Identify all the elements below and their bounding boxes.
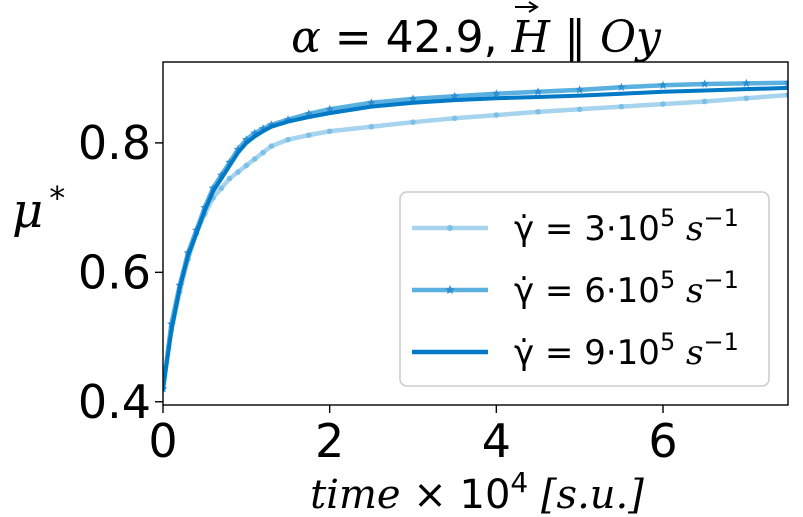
legend-entry: γ̇ = 9·105 s−1 <box>412 328 739 373</box>
data-point <box>226 175 233 182</box>
data-point <box>576 106 583 113</box>
data-point <box>260 149 266 156</box>
x-tick-label: 0 <box>148 414 177 468</box>
data-point <box>268 143 275 149</box>
x-tick-label: 2 <box>315 414 344 468</box>
legend-label-part: −1 <box>703 328 738 356</box>
data-point <box>326 128 333 135</box>
data-point <box>243 162 250 169</box>
legend-entry: γ̇ = 6·105 s−1 <box>412 266 739 311</box>
y-axis-label: μ * <box>12 179 65 239</box>
data-point <box>618 103 625 110</box>
data-point <box>251 156 258 162</box>
legend-box <box>399 191 770 387</box>
data-point <box>367 98 376 107</box>
x-tick-label: 6 <box>648 414 677 468</box>
title-vector-arrow <box>515 1 539 13</box>
data-point <box>306 132 312 138</box>
data-point <box>660 101 666 107</box>
data-point <box>368 123 375 130</box>
legend-label: γ̇ = 9·105 s−1 <box>514 328 739 373</box>
legend-label-part: 5 <box>660 328 675 356</box>
series-3 <box>163 85 788 391</box>
x-label-exponent: 4 <box>510 466 528 499</box>
title-parallel: ∥ <box>550 12 600 63</box>
series-line <box>163 85 788 391</box>
legend-label-part: −1 <box>703 266 738 294</box>
legend-marker <box>447 225 453 231</box>
chart-title: α = 42.9, H ∥ Oy <box>291 12 662 63</box>
legend-marker <box>445 285 455 295</box>
y-tick-label: 0.4 <box>78 375 151 429</box>
x-label-times: × 10 <box>401 472 511 517</box>
legend-label-part: γ̇ = 9·10 <box>514 333 660 373</box>
data-point <box>408 94 418 103</box>
data-point <box>285 136 291 143</box>
data-point <box>535 109 541 115</box>
legend-label-part: 5 <box>660 204 675 232</box>
plot-frame <box>162 61 789 406</box>
legend-label-part: 5 <box>660 266 675 294</box>
data-point <box>218 185 225 191</box>
y-tick-label: 0.8 <box>78 116 151 170</box>
data-point <box>658 80 668 89</box>
data-point <box>575 85 584 94</box>
title-alpha-value: = 42.9, <box>321 12 512 63</box>
data-point <box>617 82 626 91</box>
axis-ticks: 0 2 4 6 0.4 0.6 0.8 <box>78 116 678 468</box>
data-point <box>410 119 416 125</box>
data-point <box>533 87 543 96</box>
x-axis-label: time × 104 [s.u.] <box>310 466 644 517</box>
legend-label-part: s <box>675 271 703 311</box>
legend-label-part: s <box>675 209 703 249</box>
x-tick-label: 4 <box>482 414 511 468</box>
legend: γ̇ = 3·105 s−1γ̇ = 6·105 s−1γ̇ = 9·105 s… <box>399 191 770 387</box>
data-point <box>742 78 751 87</box>
legend-label: γ̇ = 3·105 s−1 <box>514 204 739 249</box>
data-point <box>235 169 241 175</box>
legend-label-part: s <box>675 333 703 373</box>
y-label-superscript: * <box>49 179 65 217</box>
y-label-symbol: μ <box>12 183 43 239</box>
data-point <box>743 95 750 102</box>
data-point <box>451 115 458 122</box>
legend-label-part: −1 <box>703 204 738 232</box>
y-tick-label: 0.6 <box>78 245 151 299</box>
legend-label-part: γ̇ = 6·10 <box>514 271 660 311</box>
title-alpha-symbol: α <box>291 12 321 63</box>
series-layer <box>163 78 788 393</box>
x-label-unit: [s.u.] <box>528 472 644 517</box>
data-point <box>493 112 500 118</box>
legend-entries: γ̇ = 3·105 s−1γ̇ = 6·105 s−1γ̇ = 9·105 s… <box>412 204 739 373</box>
data-point <box>450 91 459 100</box>
title-h-symbol: H <box>511 12 552 63</box>
legend-label: γ̇ = 6·105 s−1 <box>514 266 739 311</box>
x-label-word: time <box>310 472 400 517</box>
legend-label-part: γ̇ = 3·10 <box>514 209 660 249</box>
data-point <box>492 89 501 98</box>
title-axis-name: Oy <box>600 12 662 63</box>
legend-entry: γ̇ = 3·105 s−1 <box>412 204 739 249</box>
data-point <box>783 78 788 87</box>
data-point <box>700 79 709 88</box>
data-point <box>701 98 708 105</box>
